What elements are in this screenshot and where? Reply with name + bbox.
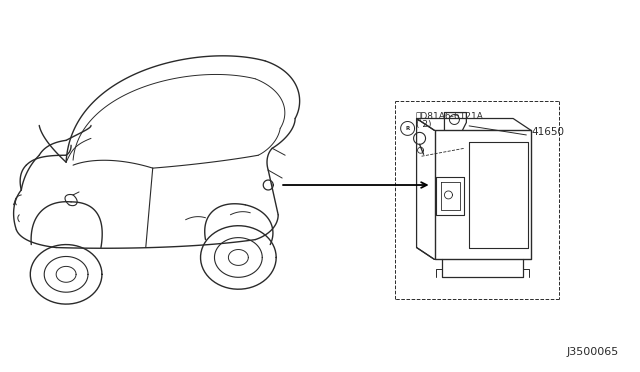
Text: 41650: 41650: [531, 127, 564, 137]
Text: ⓇD81A6-6121A: ⓇD81A6-6121A: [415, 111, 483, 120]
Text: R: R: [406, 126, 410, 131]
Text: J3500065: J3500065: [566, 347, 619, 357]
Text: ( 2): ( 2): [415, 120, 431, 129]
